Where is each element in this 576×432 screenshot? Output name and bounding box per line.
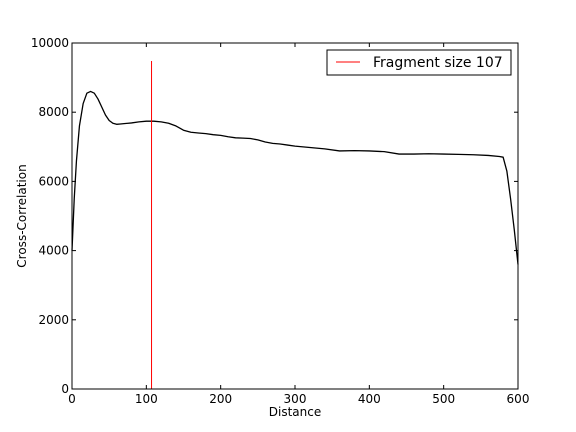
- y-tick-label: 10000: [31, 36, 69, 50]
- x-tick-label: 300: [284, 392, 307, 406]
- y-tick-label: 8000: [38, 105, 69, 119]
- x-axis-label: Distance: [269, 405, 321, 419]
- x-tick-label: 0: [68, 392, 76, 406]
- x-tick-label: 100: [135, 392, 158, 406]
- y-tick-label: 0: [61, 382, 69, 396]
- y-tick-label: 2000: [38, 313, 69, 327]
- axis-ticks: 0 100 200 300 400 500 600020004000600080001000…: [31, 36, 530, 406]
- cross-correlation-line: [71, 90, 519, 265]
- x-tick-label: 500: [432, 392, 455, 406]
- x-tick-label: 400: [358, 392, 381, 406]
- x-tick-label: 600: [507, 392, 530, 406]
- legend-entry-label: Fragment size 107: [373, 55, 503, 71]
- plot-frame: [71, 42, 519, 390]
- legend: Fragment size 107: [326, 49, 512, 76]
- x-tick-label: 200: [209, 392, 232, 406]
- plot-area: [71, 42, 519, 390]
- y-tick-label: 4000: [38, 244, 69, 258]
- y-axis-label: Cross-Correlation: [15, 164, 29, 267]
- y-tick-label: 6000: [38, 174, 69, 188]
